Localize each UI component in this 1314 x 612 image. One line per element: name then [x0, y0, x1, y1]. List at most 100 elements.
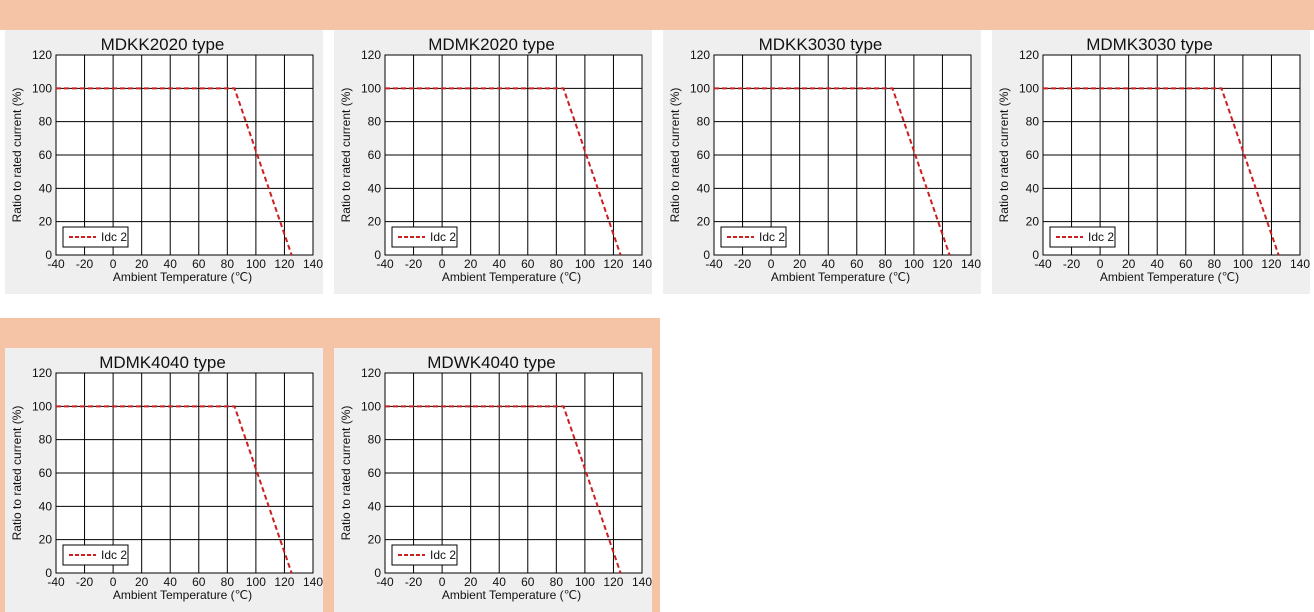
x-tick-label: 60 [1179, 257, 1193, 271]
x-tick-label: 20 [1122, 257, 1136, 271]
x-tick-label: -20 [405, 257, 423, 271]
x-tick-label: 100 [1233, 257, 1253, 271]
x-tick-label: 140 [632, 575, 652, 589]
x-tick-label: -40 [705, 257, 723, 271]
y-tick-label: 60 [368, 466, 382, 480]
y-tick-label: 60 [697, 148, 711, 162]
x-tick-label: 40 [822, 257, 836, 271]
y-tick-label: 20 [39, 533, 53, 547]
y-tick-label: 100 [32, 399, 52, 413]
x-tick-label: 140 [1290, 257, 1310, 271]
legend: Idc 2 [720, 226, 787, 248]
plot-frame [713, 54, 972, 256]
y-tick-label: 40 [39, 499, 53, 513]
x-tick-label: 40 [164, 257, 178, 271]
x-tick-label: 100 [246, 257, 266, 271]
chart-svg-6: MDWK4040 type -40 -20 0 20 40 60 80 100 120 140 0 20… [339, 353, 652, 602]
y-tick-label: 80 [1026, 115, 1040, 129]
y-tick-label: 20 [39, 215, 53, 229]
legend-label: Idc 2 [101, 230, 127, 244]
plot-frame [1042, 54, 1301, 256]
series-line-idc2 [714, 87, 951, 256]
x-tick-label: 0 [110, 575, 117, 589]
x-tick-label: -40 [376, 575, 394, 589]
x-tick-label: 40 [493, 257, 507, 271]
chart-title: MDMK3030 type [1086, 35, 1213, 54]
x-tick-label: 20 [464, 575, 478, 589]
series-line-idc2 [1043, 87, 1280, 256]
chart-svg-3: MDKK3030 type -40 -20 0 20 40 60 80 100 120 140 0 20… [668, 35, 981, 284]
x-axis-label: Ambient Temperature (℃) [442, 270, 581, 284]
legend-label: Idc 2 [430, 548, 456, 562]
x-tick-label: 0 [439, 575, 446, 589]
x-tick-label: 0 [1097, 257, 1104, 271]
legend: Idc 2 [1049, 226, 1116, 248]
chart-panel-1: MDKK2020 type -40 -20 0 20 40 60 80 100 120 140 0 20… [5, 30, 323, 294]
x-tick-label: -40 [47, 575, 65, 589]
x-tick-label: 0 [110, 257, 117, 271]
x-tick-label: 80 [550, 575, 564, 589]
y-tick-label: 80 [39, 433, 53, 447]
chart-panel-4: MDMK3030 type -40 -20 0 20 40 60 80 100 120 140 0 20… [992, 30, 1310, 294]
x-tick-label: 80 [1208, 257, 1222, 271]
y-tick-label: 80 [368, 433, 382, 447]
x-tick-label: 60 [521, 257, 535, 271]
y-tick-label: 120 [690, 48, 710, 62]
x-tick-label: -20 [1063, 257, 1081, 271]
y-tick-label: 60 [39, 148, 53, 162]
x-tick-label: -40 [1034, 257, 1052, 271]
x-tick-label: -20 [734, 257, 752, 271]
x-tick-label: 80 [221, 575, 235, 589]
chart-title: MDKK3030 type [759, 35, 883, 54]
chart-panel-6: MDWK4040 type -40 -20 0 20 40 60 80 100 120 140 0 20… [334, 348, 652, 612]
x-tick-label: -20 [76, 575, 94, 589]
chart-svg-2: MDMK2020 type -40 -20 0 20 40 60 80 100 120 140 0 20… [339, 35, 652, 284]
x-tick-label: 60 [192, 257, 206, 271]
chart-title: MDMK4040 type [99, 353, 226, 372]
chart-title: MDMK2020 type [428, 35, 555, 54]
y-tick-label: 120 [361, 48, 381, 62]
plot-frame [55, 372, 314, 574]
x-tick-label: -20 [76, 257, 94, 271]
x-tick-label: -40 [47, 257, 65, 271]
x-tick-label: 0 [439, 257, 446, 271]
x-tick-label: 140 [632, 257, 652, 271]
y-tick-label: 0 [45, 248, 52, 262]
y-tick-label: 60 [368, 148, 382, 162]
x-tick-label: 20 [793, 257, 807, 271]
legend-label: Idc 2 [430, 230, 456, 244]
series-line-idc2 [56, 405, 293, 574]
y-tick-label: 80 [697, 115, 711, 129]
x-tick-label: 100 [904, 257, 924, 271]
legend-label: Idc 2 [1088, 230, 1114, 244]
x-tick-label: 20 [464, 257, 478, 271]
legend-label: Idc 2 [759, 230, 785, 244]
chart-svg-1: MDKK2020 type -40 -20 0 20 40 60 80 100 120 140 0 20… [10, 35, 323, 284]
series-line-idc2 [385, 87, 622, 256]
y-tick-label: 0 [1032, 248, 1039, 262]
x-tick-label: 120 [932, 257, 952, 271]
chart-panel-2: MDMK2020 type -40 -20 0 20 40 60 80 100 120 140 0 20… [334, 30, 652, 294]
x-tick-label: 120 [274, 257, 294, 271]
x-axis-label: Ambient Temperature (℃) [771, 270, 910, 284]
top-header-band [0, 0, 1314, 30]
x-tick-label: 40 [164, 575, 178, 589]
x-tick-label: 40 [1151, 257, 1165, 271]
y-tick-label: 120 [361, 366, 381, 380]
y-tick-label: 60 [1026, 148, 1040, 162]
y-tick-label: 40 [697, 181, 711, 195]
y-axis-label: Ratio to rated current (%) [997, 88, 1011, 223]
x-tick-label: 60 [192, 575, 206, 589]
chart-svg-5: MDMK4040 type -40 -20 0 20 40 60 80 100 120 140 0 20… [10, 353, 323, 602]
plot-frame [384, 54, 643, 256]
series-line-idc2 [56, 87, 293, 256]
legend: Idc 2 [62, 544, 129, 566]
x-tick-label: 120 [274, 575, 294, 589]
x-axis-label: Ambient Temperature (℃) [113, 270, 252, 284]
y-tick-label: 120 [32, 48, 52, 62]
x-tick-label: -20 [405, 575, 423, 589]
x-tick-label: 80 [879, 257, 893, 271]
y-tick-label: 120 [32, 366, 52, 380]
y-tick-label: 120 [1019, 48, 1039, 62]
y-tick-label: 40 [39, 181, 53, 195]
